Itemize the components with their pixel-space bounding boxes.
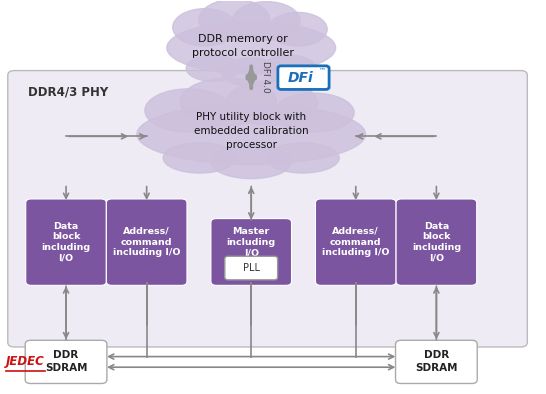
FancyBboxPatch shape <box>396 199 477 285</box>
Text: Master
including
I/O: Master including I/O <box>227 227 276 257</box>
FancyBboxPatch shape <box>26 199 106 285</box>
Text: PLL: PLL <box>243 263 260 273</box>
Ellipse shape <box>262 55 316 82</box>
Ellipse shape <box>266 143 339 173</box>
Text: Address/
command
including I/O: Address/ command including I/O <box>322 227 389 257</box>
Ellipse shape <box>199 0 270 40</box>
FancyBboxPatch shape <box>225 256 277 280</box>
Ellipse shape <box>173 9 237 46</box>
FancyBboxPatch shape <box>106 199 187 285</box>
Text: Data
block
including
I/O: Data block including I/O <box>41 221 91 263</box>
Ellipse shape <box>186 55 240 82</box>
Ellipse shape <box>137 104 366 164</box>
Text: ™: ™ <box>319 67 326 73</box>
FancyBboxPatch shape <box>8 71 527 347</box>
FancyBboxPatch shape <box>25 340 107 383</box>
Ellipse shape <box>180 78 276 126</box>
Text: DDR memory or
protocol controller: DDR memory or protocol controller <box>192 34 294 58</box>
Text: Data
block
including
I/O: Data block including I/O <box>412 221 461 263</box>
FancyBboxPatch shape <box>278 66 329 89</box>
Text: JEDEC: JEDEC <box>6 355 45 368</box>
FancyBboxPatch shape <box>211 219 292 285</box>
Text: DFI 4.0: DFI 4.0 <box>261 61 270 93</box>
Ellipse shape <box>222 58 281 86</box>
Text: DDR4/3 PHY: DDR4/3 PHY <box>28 85 108 98</box>
Text: Address/
command
including I/O: Address/ command including I/O <box>113 227 180 257</box>
Text: DDR
SDRAM: DDR SDRAM <box>45 350 87 374</box>
Ellipse shape <box>145 89 232 132</box>
Ellipse shape <box>233 2 300 40</box>
Ellipse shape <box>226 81 318 126</box>
Ellipse shape <box>211 146 291 178</box>
Text: DDR
SDRAM: DDR SDRAM <box>415 350 458 374</box>
Ellipse shape <box>167 22 336 74</box>
FancyBboxPatch shape <box>395 340 477 383</box>
Ellipse shape <box>163 143 236 173</box>
Ellipse shape <box>268 12 327 46</box>
Ellipse shape <box>274 93 354 132</box>
Text: DFi: DFi <box>288 71 313 85</box>
FancyBboxPatch shape <box>316 199 396 285</box>
Text: PHY utility block with
embedded calibration
processor: PHY utility block with embedded calibrat… <box>194 112 308 150</box>
